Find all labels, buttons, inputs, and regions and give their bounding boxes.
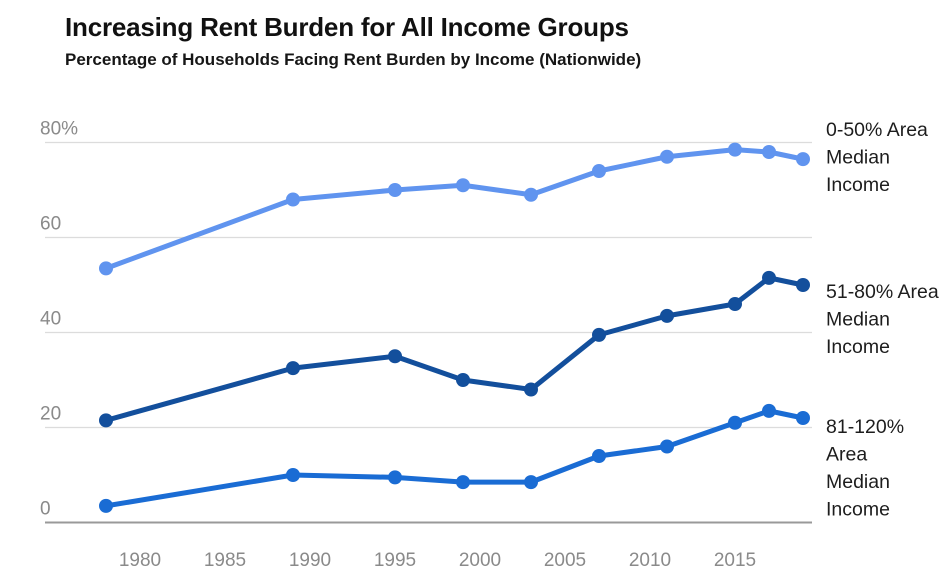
series-label-line: Median — [826, 147, 890, 169]
x-tick-label: 2005 — [544, 550, 586, 571]
data-point-0-50-area-median-income-2015 — [728, 142, 742, 157]
series-label-line: 51-80% Area — [826, 281, 939, 303]
x-tick-label: 1980 — [119, 550, 161, 571]
data-point-51-80-area-median-income-2019 — [796, 278, 810, 292]
chart-subtitle: Percentage of Households Facing Rent Bur… — [65, 50, 642, 69]
data-point-51-80-area-median-income-2015 — [728, 297, 742, 311]
series-81-120-area-median-income — [99, 403, 810, 513]
data-point-51-80-area-median-income-2017 — [762, 270, 776, 285]
y-tick-label: 0 — [40, 499, 51, 520]
y-tick-label: 20 — [40, 404, 61, 425]
y-tick-label: 80% — [40, 119, 78, 140]
x-tick-label: 1995 — [374, 550, 416, 571]
series-line-81-120-area-median-income — [103, 408, 806, 509]
data-point-81-120-area-median-income-1978 — [99, 498, 113, 513]
chart-title: Increasing Rent Burden for All Income Gr… — [65, 12, 629, 42]
series-label-51-80-area-median-income: 51-80% Area Median Income — [826, 281, 939, 358]
x-tick-label: 1985 — [204, 550, 246, 571]
data-point-81-120-area-median-income-2003 — [524, 475, 538, 490]
data-point-0-50-area-median-income-2017 — [762, 145, 776, 159]
data-point-0-50-area-median-income-2019 — [796, 152, 810, 167]
x-tick-label: 2010 — [629, 550, 671, 571]
series-label-line: 81-120% — [826, 416, 904, 438]
y-tick-label: 60 — [40, 214, 61, 235]
y-tick-label: 40 — [40, 309, 61, 330]
data-point-0-50-area-median-income-1989 — [286, 192, 300, 207]
series-label-line: Median — [826, 471, 890, 493]
data-point-81-120-area-median-income-1999 — [456, 475, 470, 490]
data-point-51-80-area-median-income-2007 — [592, 327, 606, 342]
series-label-line: Income — [826, 174, 890, 196]
series-0-50-area-median-income — [99, 142, 810, 276]
data-point-51-80-area-median-income-2011 — [660, 308, 674, 323]
series-label-line: Income — [826, 336, 890, 358]
x-tick-label: 2015 — [714, 550, 756, 571]
data-point-51-80-area-median-income-1978 — [99, 413, 113, 428]
data-point-51-80-area-median-income-2003 — [524, 382, 538, 397]
data-point-81-120-area-median-income-1995 — [388, 470, 402, 485]
series-label-line: 0-50% Area — [826, 119, 928, 141]
data-point-0-50-area-median-income-1978 — [99, 261, 113, 276]
data-point-81-120-area-median-income-2007 — [592, 449, 606, 463]
series-51-80-area-median-income — [99, 270, 810, 428]
data-point-51-80-area-median-income-1995 — [388, 349, 402, 364]
series-label-0-50-area-median-income: 0-50% Area Median Income — [826, 119, 928, 196]
data-point-81-120-area-median-income-2015 — [728, 415, 742, 430]
series-label-line: Income — [826, 499, 890, 521]
y-gridlines-group — [45, 141, 812, 524]
data-point-51-80-area-median-income-1999 — [456, 373, 470, 387]
data-point-0-50-area-median-income-2007 — [592, 164, 606, 178]
x-tick-label: 2000 — [459, 550, 501, 571]
series-label-81-120-area-median-income: 81-120% Area Median Income — [826, 416, 904, 521]
data-point-0-50-area-median-income-2011 — [660, 149, 674, 164]
series-line-51-80-area-median-income — [103, 275, 806, 423]
data-point-81-120-area-median-income-2017 — [762, 403, 776, 418]
x-tick-label: 1990 — [289, 550, 331, 571]
series-label-line: Median — [826, 309, 890, 331]
x-tick-labels-group: 1980 1985 1990 1995 2000 2005 2010 2015 — [119, 550, 756, 571]
data-point-81-120-area-median-income-1989 — [286, 468, 300, 482]
series-line-0-50-area-median-income — [103, 147, 806, 271]
series-label-line: Area — [826, 444, 867, 466]
data-point-0-50-area-median-income-1999 — [456, 178, 470, 193]
data-point-81-120-area-median-income-2011 — [660, 439, 674, 454]
data-point-81-120-area-median-income-2019 — [796, 411, 810, 425]
data-point-51-80-area-median-income-1989 — [286, 361, 300, 376]
data-point-0-50-area-median-income-1995 — [388, 183, 402, 197]
data-point-0-50-area-median-income-2003 — [524, 187, 538, 202]
y-tick-labels-group: 0 20 40 60 80% — [40, 119, 78, 520]
